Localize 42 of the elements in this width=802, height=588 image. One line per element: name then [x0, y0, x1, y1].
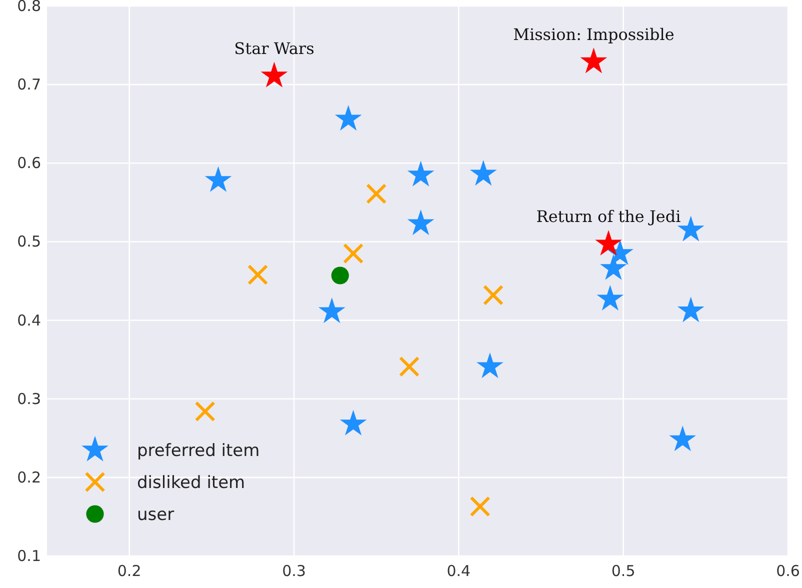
point [398, 356, 420, 377]
point [334, 105, 362, 131]
annotation: Star Wars [234, 38, 314, 58]
y-tick-label: 0.3 [17, 390, 41, 408]
point [340, 410, 367, 436]
point [331, 266, 349, 284]
point [669, 426, 696, 452]
y-tick-label: 0.4 [17, 311, 41, 330]
annotation: Return of the Jedi [536, 207, 681, 226]
point [204, 166, 232, 192]
legend-label: preferred item [137, 441, 260, 461]
point [482, 284, 504, 306]
legend-label: user [137, 505, 174, 525]
x-tick-label: 0.2 [117, 562, 142, 580]
annotation: Mission: Impossible [513, 24, 674, 44]
y-tick-label: 0.7 [17, 76, 41, 94]
y-tick-label: 0.5 [17, 232, 41, 251]
x-tick-label: 0.3 [282, 562, 306, 580]
point [247, 264, 268, 286]
point [318, 298, 346, 324]
point [596, 284, 624, 310]
point [342, 243, 364, 264]
point [677, 296, 704, 322]
point [600, 254, 627, 280]
point [194, 401, 216, 422]
point [407, 160, 434, 186]
point [470, 160, 497, 186]
point [260, 62, 288, 88]
point [580, 48, 608, 74]
point [366, 183, 387, 204]
point [407, 210, 434, 236]
y-tick-label: 0.1 [17, 547, 41, 565]
x-tick-label: 0.4 [446, 562, 471, 580]
x-tick-label: 0.6 [776, 562, 800, 580]
point [476, 352, 504, 378]
y-tick-label: 0.8 [17, 0, 41, 15]
x-tick-label: 0.5 [611, 562, 636, 580]
y-tick-label: 0.6 [17, 154, 41, 172]
point [470, 496, 490, 517]
point [595, 230, 622, 256]
legend-label: disliked item [137, 473, 246, 493]
y-tick-label: 0.2 [17, 468, 41, 486]
